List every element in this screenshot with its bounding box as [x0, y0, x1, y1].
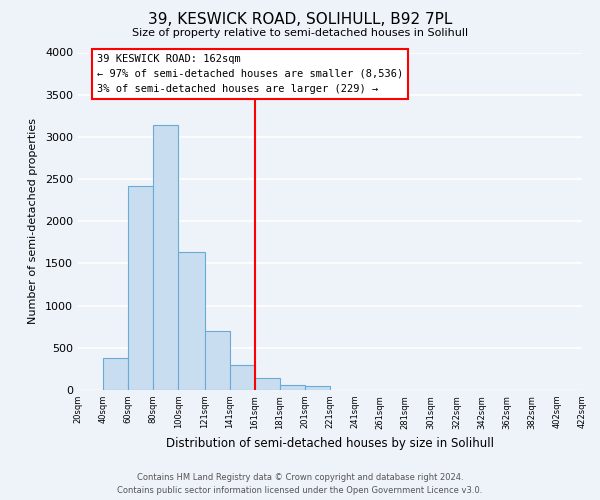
Text: 39, KESWICK ROAD, SOLIHULL, B92 7PL: 39, KESWICK ROAD, SOLIHULL, B92 7PL: [148, 12, 452, 28]
Text: Contains HM Land Registry data © Crown copyright and database right 2024.
Contai: Contains HM Land Registry data © Crown c…: [118, 473, 482, 495]
Text: Size of property relative to semi-detached houses in Solihull: Size of property relative to semi-detach…: [132, 28, 468, 38]
Bar: [255, 378, 280, 390]
Bar: [153, 125, 178, 390]
Bar: [128, 186, 153, 390]
Bar: [178, 252, 205, 390]
Bar: [230, 364, 255, 390]
Bar: [305, 386, 330, 390]
X-axis label: Distribution of semi-detached houses by size in Solihull: Distribution of semi-detached houses by …: [166, 437, 494, 450]
Text: 39 KESWICK ROAD: 162sqm
← 97% of semi-detached houses are smaller (8,536)
3% of : 39 KESWICK ROAD: 162sqm ← 97% of semi-de…: [97, 54, 403, 94]
Bar: [280, 386, 305, 390]
Bar: [103, 358, 128, 390]
Y-axis label: Number of semi-detached properties: Number of semi-detached properties: [28, 118, 38, 324]
Bar: [205, 331, 230, 390]
